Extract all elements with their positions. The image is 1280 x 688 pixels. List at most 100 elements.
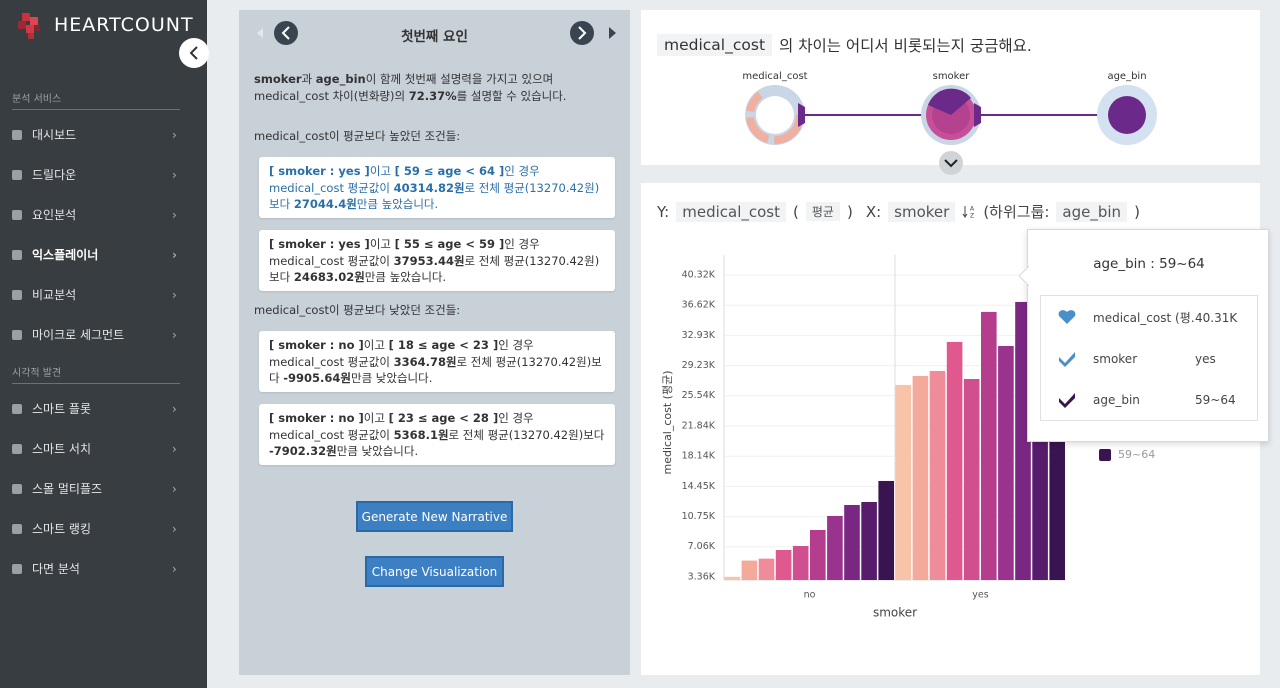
sort-icon[interactable]: AZ [962,204,976,220]
menu-chevron: › [172,441,177,456]
menu-label: 드릴다운 [32,168,77,182]
row-value: yes [1195,351,1216,366]
y-tick-label: 3.36K [688,571,716,582]
tooltip-rows: medical_cost (평… 40.31K smoker yes age_bin 59… [1040,295,1258,421]
menu-icon [12,249,22,260]
bar [998,345,1014,580]
y-label: Y: [657,202,670,221]
menu-item[interactable]: 스마트 플롯 › [12,400,192,417]
bar [792,546,809,580]
question-panel: medical_cost 의 차이는 어디서 비롯되는지 궁금해요. medic… [641,10,1260,175]
y-tick-label: 7.06K [688,541,716,552]
group-label: (하위그룹: [983,203,1050,221]
y-tick-label: 40.32K [682,269,716,280]
group-field[interactable]: age_bin [1056,201,1128,222]
node-label: medical_cost [742,71,808,82]
menu-icon [12,403,22,414]
menu-icon [12,483,22,494]
summary-text: 과 [301,72,316,86]
card-text: [ 23 ≤ age < 28 ] [388,411,499,425]
menu-item[interactable]: 대시보드 › [12,126,192,143]
row-icon [1059,351,1075,367]
card-text: -7902.32원 [269,444,337,458]
collapse-button[interactable] [179,38,209,68]
next-button[interactable] [570,21,594,45]
summary-text: age_bin [315,72,366,86]
summary-text: 72.37% [408,89,457,103]
x-field[interactable]: smoker [888,201,956,222]
summary-text: medical_cost 차이(변화량)의 [254,89,409,103]
bar [810,529,826,580]
row-value: 40.31K [1195,310,1238,325]
prev-button[interactable] [274,21,298,45]
menu-item[interactable]: 마이크로 세그먼트 › [12,326,192,343]
collapse-icon [189,46,198,60]
card-text: 24683.02원 [293,270,365,284]
bar [861,501,877,580]
menu-item[interactable]: 비교분석 › [12,286,192,303]
y-tick-label: 25.54K [682,390,716,401]
icon-shape [1059,392,1075,408]
card-text: 만큼 낮았습니다. [350,371,433,385]
change-viz-button[interactable]: Change Visualization [365,556,504,587]
y-field[interactable]: medical_cost [676,201,786,222]
menu-item[interactable]: 스마트 랭킹 › [12,520,192,537]
card-text: 37953.44원 [393,253,465,268]
menu-label: 스마트 플롯 [32,402,92,416]
card-text: [ smoker : no ] [269,411,364,425]
panel-title: 첫번째 요인 [401,29,468,45]
paren-open: ( [793,202,799,221]
menu-label: 요인분석 [32,208,77,222]
group-close: ) [1134,202,1140,221]
condition-card: [ smoker : yes ]이고 [ 55 ≤ age < 59 ]인 경우… [259,230,615,291]
card-text: 인 경우 medical_cost 평균값이 [269,237,540,268]
menu-label: 스몰 멀티플즈 [32,482,103,496]
y-tick-label: 18.14K [682,451,716,462]
tooltip-arrow [1019,266,1029,286]
condition-card: [ smoker : yes ]이고 [ 59 ≤ age < 64 ]인 경우… [259,157,615,218]
menu-chevron: › [172,481,177,496]
card-text: 3364.78원 [393,354,457,369]
generate-button[interactable]: Generate New Narrative [356,501,513,532]
menu-chevron: › [172,561,177,576]
menu-label: 마이크로 세그먼트 [32,328,125,342]
card-text: 이고 [369,164,395,178]
card-text: 인 경우 medical_cost 평균값이 [269,164,540,195]
node-label: smoker [932,71,970,82]
bar [758,558,775,580]
question-field[interactable]: medical_cost [657,34,773,56]
menu-icon [12,209,22,220]
expand-button[interactable] [939,151,963,175]
menu-icon [12,129,22,140]
agg-field[interactable]: 평균 [805,202,840,221]
bar [981,311,997,580]
card-text: 27044.4원 [293,197,357,211]
legend-label: 59~64 [1118,448,1155,461]
menu-label: 스마트 랭킹 [32,522,92,536]
row-icon [1059,392,1075,408]
paren-close: ) [846,202,853,221]
bar [1015,301,1031,580]
menu-icon [12,523,22,534]
y-tick-label: 32.93K [682,330,716,341]
row-value: 59~64 [1195,392,1236,407]
menu-item[interactable]: 요인분석 › [12,206,192,223]
card-text: 이고 [363,338,389,352]
menu-chevron: › [172,167,177,182]
menu-item[interactable]: 다면 분석 › [12,560,192,577]
bar [827,515,843,580]
logo-mark [18,13,40,39]
menu-item[interactable]: 익스플레이너 › [12,246,192,263]
menu-item[interactable]: 드릴다운 › [12,166,192,183]
menu-label: 대시보드 [32,128,77,142]
y-tick-label: 14.45K [682,481,716,492]
card-text: 만큼 높았습니다. [364,270,447,284]
menu-item[interactable]: 스마트 서치 › [12,440,192,457]
card-text: [ smoker : no ] [269,338,364,352]
menu-item[interactable]: 스몰 멀티플즈 › [12,480,192,497]
card-text: 5368.1원 [393,427,449,442]
summary: smoker과 age_bin이 함께 첫번째 설명력을 가지고 있으며 medi… [254,71,624,105]
summary-line: smoker과 age_bin이 함께 첫번째 설명력을 가지고 있으며 [254,71,624,88]
